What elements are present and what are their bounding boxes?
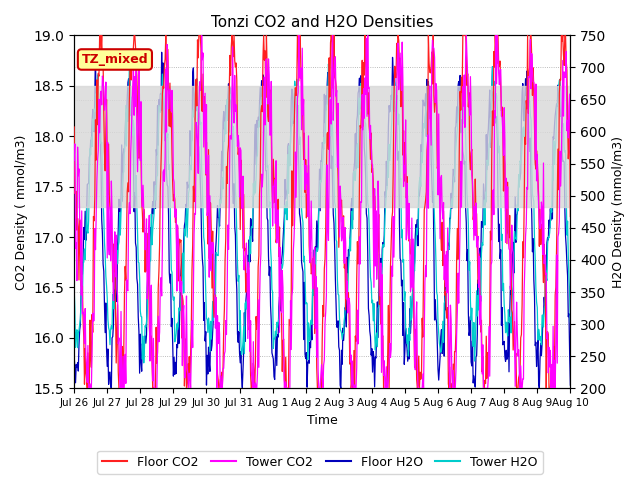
Y-axis label: H2O Density (mmol/m3): H2O Density (mmol/m3) [612,136,625,288]
X-axis label: Time: Time [307,414,338,427]
Legend: Floor CO2, Tower CO2, Floor H2O, Tower H2O: Floor CO2, Tower CO2, Floor H2O, Tower H… [97,451,543,474]
Bar [74,86,570,207]
Y-axis label: CO2 Density ( mmol/m3): CO2 Density ( mmol/m3) [15,134,28,289]
Text: TZ_mixed: TZ_mixed [81,53,148,66]
Title: Tonzi CO2 and H2O Densities: Tonzi CO2 and H2O Densities [211,15,433,30]
